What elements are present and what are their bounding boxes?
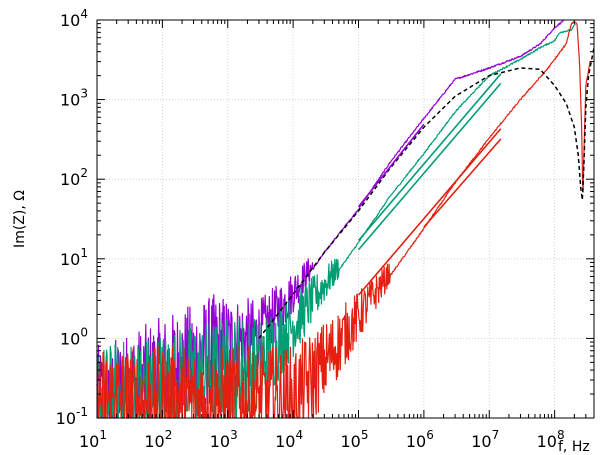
- y-tick-base: 10: [60, 170, 80, 189]
- x-tick-exponent: 6: [426, 428, 434, 442]
- y-tick-label: 103: [60, 87, 88, 110]
- y-tick-exponent: 1: [80, 246, 88, 260]
- x-tick-label: 108: [537, 428, 565, 451]
- x-tick-label: 101: [79, 428, 107, 451]
- data-series: [96, 19, 595, 419]
- y-tick-base: 10: [56, 409, 76, 428]
- y-tick-label: 10-1: [56, 405, 88, 428]
- x-tick-base: 10: [79, 432, 99, 451]
- x-tick-base: 10: [537, 432, 557, 451]
- y-tick-label: 102: [60, 166, 88, 189]
- x-tick-exponent: 1: [99, 428, 107, 442]
- y-tick-base: 10: [60, 91, 80, 110]
- x-tick-exponent: 8: [557, 428, 565, 442]
- series-line-1: [96, 23, 576, 419]
- y-tick-exponent: -1: [76, 405, 88, 419]
- x-tick-exponent: 2: [165, 428, 173, 442]
- x-tick-base: 10: [144, 432, 164, 451]
- x-tick-base: 10: [341, 432, 361, 451]
- y-tick-label: 101: [60, 246, 88, 269]
- x-tick-label: 104: [275, 428, 303, 451]
- y-tick-exponent: 0: [80, 325, 88, 339]
- y-tick-exponent: 2: [80, 166, 88, 180]
- ticks: [96, 19, 594, 419]
- fit-line-8: [423, 138, 502, 228]
- x-tick-base: 10: [275, 432, 295, 451]
- y-tick-label: 104: [60, 7, 88, 30]
- x-tick-label: 106: [406, 428, 434, 451]
- x-tick-base: 10: [406, 432, 426, 451]
- fit-line-7: [357, 128, 502, 296]
- plot-frame: [96, 19, 595, 419]
- y-tick-label: 100: [60, 325, 88, 348]
- model-curve-3: [258, 47, 595, 339]
- x-tick-base: 10: [210, 432, 230, 451]
- x-tick-labels: 101 102 103 104 105 106 107 108: [79, 428, 565, 451]
- y-tick-exponent: 4: [80, 7, 88, 21]
- series-line-0: [96, 19, 565, 419]
- x-tick-exponent: 4: [295, 428, 303, 442]
- series-line-2: [96, 21, 591, 419]
- x-tick-label: 107: [471, 428, 499, 451]
- fit-line-4: [357, 123, 425, 208]
- fit-line-5: [357, 73, 502, 241]
- x-tick-base: 10: [471, 432, 491, 451]
- y-tick-base: 10: [60, 329, 80, 348]
- y-tick-base: 10: [60, 11, 80, 30]
- y-axis-label: Im(Z), Ω: [12, 190, 28, 248]
- x-tick-label: 102: [144, 428, 172, 451]
- fit-line-6: [357, 82, 502, 251]
- x-tick-exponent: 7: [492, 428, 500, 442]
- x-tick-exponent: 3: [230, 428, 238, 442]
- y-tick-base: 10: [60, 250, 80, 269]
- y-tick-exponent: 3: [80, 87, 88, 101]
- x-tick-label: 103: [210, 428, 238, 451]
- x-axis-label: f, Hz: [558, 439, 590, 455]
- x-tick-exponent: 5: [361, 428, 369, 442]
- x-tick-label: 105: [341, 428, 369, 451]
